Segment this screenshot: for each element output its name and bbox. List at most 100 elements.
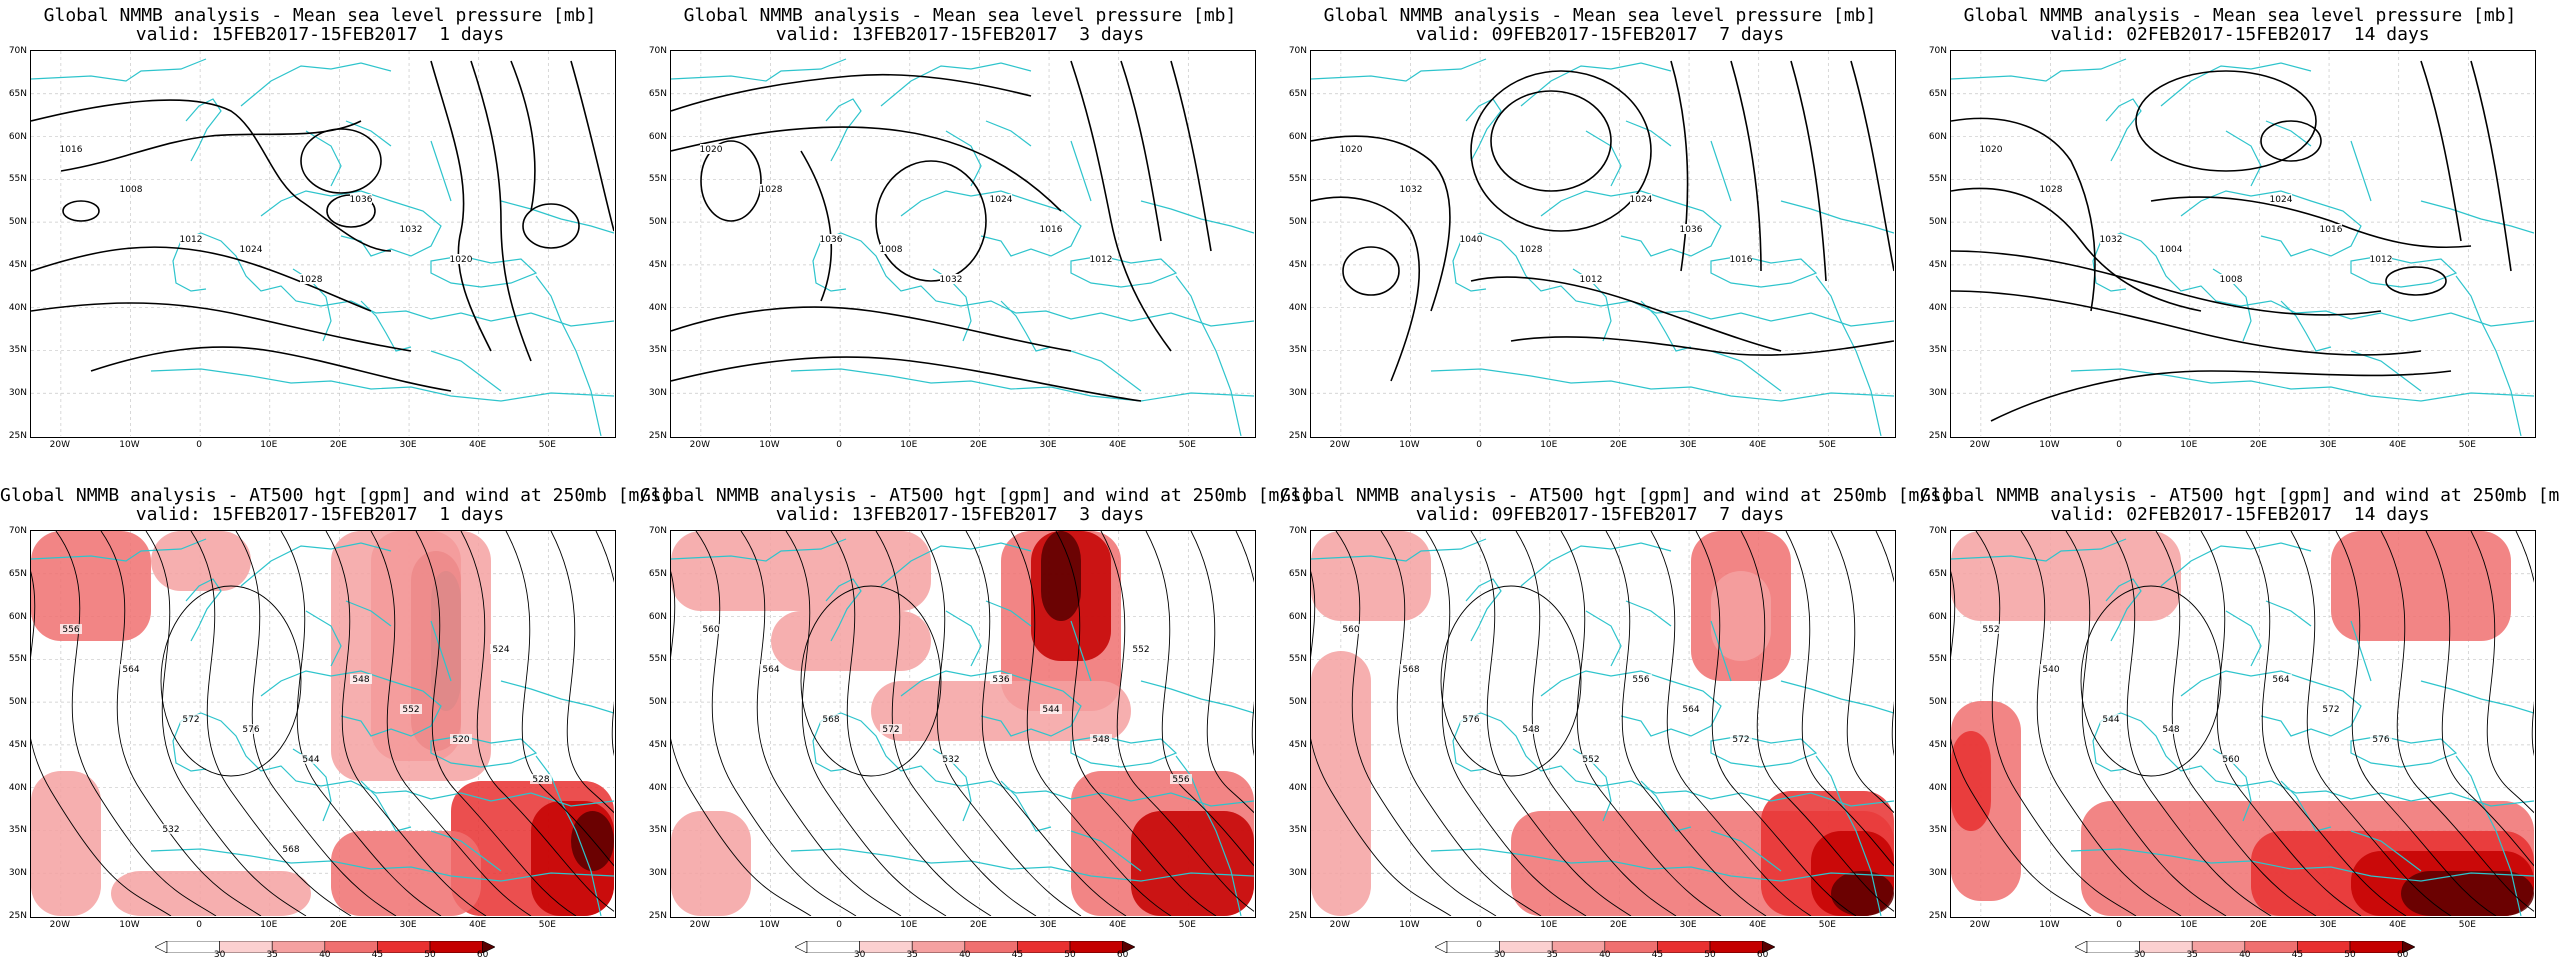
contour-line: [2425, 531, 2534, 867]
longitude-label: 30E: [1679, 920, 1697, 930]
contour-label: 1016: [2320, 225, 2343, 235]
colorbar-label: 40: [2239, 950, 2251, 960]
longitude-label: 0: [836, 440, 842, 450]
contour-line: [920, 531, 1082, 916]
contour-line: [1515, 531, 1677, 916]
latitude-label: 65N: [1288, 568, 1307, 579]
wind-shade-area: [1041, 531, 1081, 621]
graticule: [31, 51, 614, 436]
contour-line: [1311, 571, 1452, 916]
map-frame: 560 564 568 572 532 536 544 548 552 556: [670, 530, 1256, 918]
isobar: [1470, 70, 1652, 232]
wind-shade-area: [2331, 531, 2511, 641]
isobar: [90, 346, 452, 392]
longitude-label: 40E: [1749, 920, 1767, 930]
latitude-label: 30N: [1928, 868, 1947, 879]
isobar: [1730, 60, 1762, 272]
contour-line: [671, 571, 812, 916]
latitude-label: 25N: [1288, 911, 1307, 921]
latitude-label: 35N: [648, 825, 667, 836]
panel-subtitle: valid: 09FEB2017-15FEB2017 7 days: [1415, 504, 1785, 525]
colorbar-label: 35: [2186, 950, 2198, 960]
isobar: [1670, 60, 1689, 272]
contour-label: 1024: [990, 195, 1013, 205]
colorbar-label: 50: [2344, 950, 2356, 960]
latitude-label: 50N: [648, 217, 667, 228]
contour-label: 1028: [760, 185, 783, 195]
contour-label: 1008: [120, 185, 143, 195]
map-frame: 1020 1032 1040 1028 1012 1024 1036 1016: [1310, 50, 1896, 438]
panel-mslp-1day: Global NMMB analysis - Mean sea level pr…: [0, 0, 640, 480]
contour-label: 568: [1402, 665, 1419, 675]
graticule: [1951, 51, 2534, 436]
contour-label: 564: [2272, 675, 2289, 685]
colorbar-label: 30: [2133, 950, 2146, 960]
contour-label: 1024: [1630, 195, 1653, 205]
height-contours: [31, 531, 614, 916]
longitude-label: 50E: [1818, 920, 1836, 930]
contour-label: 1024: [2270, 195, 2293, 205]
contour-line: [325, 531, 487, 916]
panel-z500-14day: Global NMMB analysis - AT500 hgt [gpm] a…: [1920, 480, 2560, 960]
latitude-label: 25N: [1928, 911, 1947, 921]
contour-label: 1020: [450, 255, 473, 265]
contour-line: [2200, 531, 2362, 916]
latitude-label: 40N: [1288, 302, 1307, 313]
wind-shade-area: [1711, 571, 1771, 661]
map-frame: 552 540 544 548 560 564 572 576: [1950, 530, 2536, 918]
latitude-label: 70N: [648, 46, 667, 56]
contour-line: [190, 531, 352, 916]
longitude-label: 10W: [1399, 440, 1420, 450]
contour-line: [2470, 531, 2534, 814]
isobar: [1790, 60, 1827, 282]
isobar: [1311, 196, 1421, 382]
isobar: [31, 302, 412, 352]
z500-wind-map: 560 564 568 572 532 536 544 548 552 556: [671, 531, 1254, 916]
longitude-label: 10E: [1540, 440, 1558, 450]
contour-line: [145, 531, 307, 916]
colorbar-label: 35: [1546, 950, 1558, 960]
latitude-label: 50N: [1928, 697, 1947, 708]
isobar: [1120, 60, 1162, 242]
colorbar-label: 45: [1011, 950, 1024, 960]
contour-line: [1740, 531, 1894, 912]
contour-label: 532: [162, 825, 179, 835]
panel-z500-1day: Global NMMB analysis - AT500 hgt [gpm] a…: [0, 480, 672, 960]
contour-label: 1032: [2100, 235, 2123, 245]
contour-label: 1040: [1460, 235, 1483, 245]
contour-line: [1100, 531, 1254, 912]
longitude-label: 10W: [119, 920, 140, 930]
coastline: [671, 58, 1254, 436]
longitude-label: 20W: [689, 920, 711, 930]
latitude-label: 35N: [1928, 345, 1947, 356]
isobar: [2135, 70, 2317, 172]
colorbar-label: 30: [213, 950, 226, 960]
latitude-label: 60N: [1288, 611, 1307, 622]
colorbar-label: 60: [1116, 950, 1129, 960]
latitude-label: 25N: [1928, 431, 1947, 441]
wind-speed-shading: [1311, 531, 1894, 916]
contour-label: 1008: [880, 245, 903, 255]
contour-line: [2335, 531, 2497, 916]
longitude-label: 20E: [2249, 920, 2267, 930]
latitude-label: 25N: [1288, 431, 1307, 441]
latitude-label: 40N: [1288, 782, 1307, 793]
contour-label: 1032: [1400, 185, 1423, 195]
isobar: [2385, 266, 2447, 296]
contour-label: 1032: [400, 225, 423, 235]
latitude-label: 60N: [648, 611, 667, 622]
longitude-label: 20W: [689, 440, 711, 450]
wind-shade-area: [1311, 531, 1431, 621]
contour-line: [2245, 531, 2407, 916]
coastline: [1311, 58, 1894, 436]
longitude-label: 10W: [759, 440, 780, 450]
map-frame: 1020 1028 1032 1004 1008 1024 1016 1012: [1950, 50, 2536, 438]
contour-label: 548: [1522, 725, 1539, 735]
longitude-label: 50E: [1178, 920, 1196, 930]
latitude-label: 70N: [8, 526, 27, 536]
contour-label: 576: [1462, 715, 1479, 725]
contour-label: 524: [492, 645, 509, 655]
latitude-label: 55N: [648, 654, 667, 665]
wind-colorbar: 30 35 40 45 50 60: [1434, 938, 1776, 960]
contour-label: 1012: [180, 235, 203, 245]
